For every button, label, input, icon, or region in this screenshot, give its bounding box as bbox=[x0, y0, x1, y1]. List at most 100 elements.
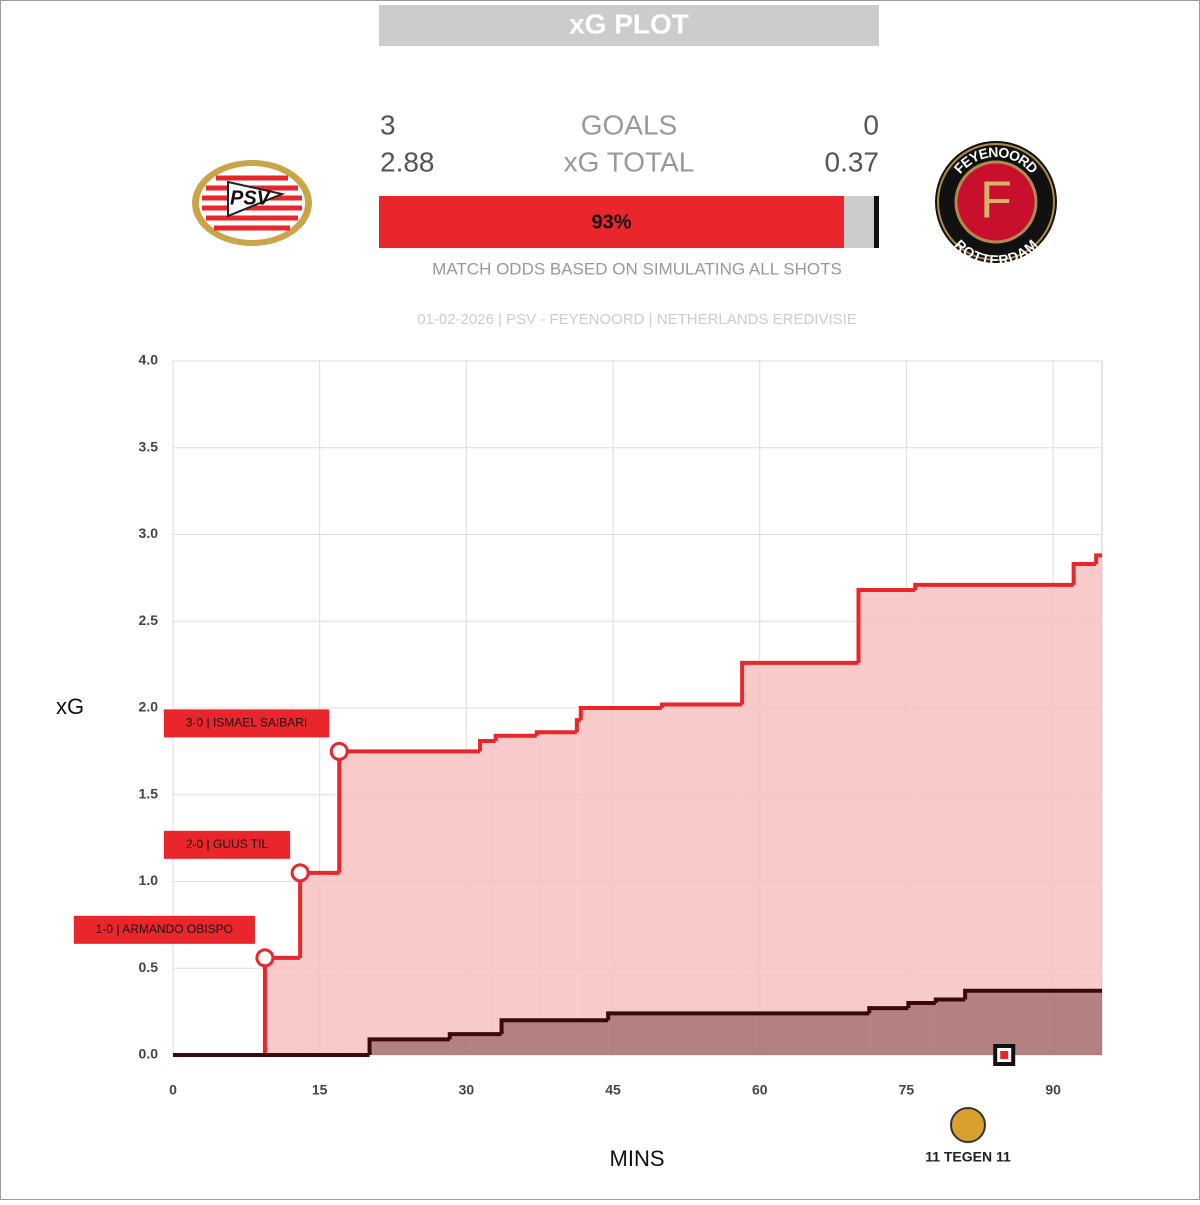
xg-area-step bbox=[608, 1013, 870, 1055]
home-win-bar bbox=[379, 196, 844, 248]
x-tick-label: 75 bbox=[899, 1082, 915, 1098]
xg-step bbox=[933, 997, 966, 1003]
xg-area-step bbox=[580, 708, 662, 1055]
xg-area-step bbox=[858, 590, 916, 1055]
x-tick-label: 0 bbox=[169, 1082, 177, 1098]
brand-circle bbox=[950, 1107, 986, 1143]
xg-area-step bbox=[915, 584, 1074, 1055]
xg-area-step bbox=[1096, 555, 1102, 1055]
xg-step bbox=[1094, 553, 1102, 564]
y-tick-label: 3.0 bbox=[139, 525, 159, 541]
goal-annotation: 3-0 | ISMAEL SAIBARI bbox=[163, 709, 349, 761]
xg-area-step bbox=[742, 662, 859, 1055]
xg-area-step bbox=[339, 751, 481, 1055]
xg-area-step bbox=[576, 720, 581, 1055]
xg-area-step bbox=[264, 957, 301, 1055]
logo-letter: F bbox=[980, 172, 1012, 230]
x-axis-label: MINS bbox=[610, 1146, 665, 1171]
annotation-box bbox=[163, 709, 330, 738]
brand-text: 11 TEGEN 11 bbox=[925, 1149, 1011, 1165]
logo-ring bbox=[937, 143, 1055, 261]
xg-area-step bbox=[661, 704, 743, 1055]
xg-area-step bbox=[369, 1039, 450, 1055]
xg-step bbox=[367, 1037, 450, 1055]
y-tick-label: 1.5 bbox=[139, 785, 159, 801]
xg-area-step bbox=[1073, 563, 1097, 1055]
x-tick-label: 90 bbox=[1045, 1082, 1061, 1098]
home-win-label: 93% bbox=[591, 211, 631, 233]
xg-area-step bbox=[536, 732, 577, 1055]
xg-area-step bbox=[449, 1034, 502, 1055]
xg-step bbox=[447, 1032, 502, 1040]
y-tick-label: 2.0 bbox=[139, 699, 159, 715]
away-win-bar bbox=[874, 196, 879, 248]
away-xg: 0.37 bbox=[825, 146, 880, 177]
odds-caption: MATCH ODDS BASED ON SIMULATING ALL SHOTS bbox=[432, 259, 842, 278]
x-tick-label: 45 bbox=[605, 1082, 621, 1098]
xg-area-step bbox=[300, 872, 340, 1055]
goal-annotation: 2-0 | GUUS TIL bbox=[163, 830, 310, 883]
brand-logo: 11 TEGEN 11 bbox=[925, 1107, 1011, 1165]
annotation-box bbox=[163, 830, 291, 859]
series-area bbox=[369, 990, 1102, 1055]
xg-step bbox=[856, 588, 916, 663]
xg-area-step bbox=[501, 1020, 609, 1055]
xg-step bbox=[499, 1018, 609, 1035]
goal-annotation: 1-0 | ARMANDO OBISPO bbox=[73, 915, 275, 968]
xg-step bbox=[493, 733, 537, 741]
y-tick-label: 0.0 bbox=[139, 1046, 159, 1062]
x-tick-label: 60 bbox=[752, 1082, 768, 1098]
away-logo: FEYENOORD ROTTERDAM F bbox=[935, 141, 1057, 268]
goal-marker bbox=[329, 741, 349, 761]
xg-step bbox=[578, 706, 662, 721]
goal-marker bbox=[255, 948, 275, 968]
annotation-text: 3-0 | ISMAEL SAIBARI bbox=[186, 716, 307, 730]
y-tick-label: 0.5 bbox=[139, 959, 159, 975]
xg-step bbox=[740, 660, 859, 705]
red-card-marker bbox=[993, 1044, 1016, 1066]
logo-inner bbox=[954, 160, 1038, 244]
y-tick-label: 2.5 bbox=[139, 612, 159, 628]
marker-inner bbox=[1000, 1051, 1009, 1059]
series-line bbox=[173, 988, 1102, 1057]
xg-area-step bbox=[908, 1002, 936, 1055]
draw-bar bbox=[844, 196, 874, 248]
goals-label: GOALS bbox=[581, 109, 677, 140]
xg-step bbox=[606, 1011, 870, 1021]
xg-step bbox=[963, 988, 1102, 1000]
goal-marker bbox=[290, 863, 310, 883]
annotation-text: 2-0 | GUUS TIL bbox=[186, 837, 269, 851]
xg-area-step bbox=[869, 1008, 909, 1055]
home-logo: PSV bbox=[192, 160, 312, 246]
xg-area-step bbox=[965, 990, 1102, 1055]
y-axis-label: xG bbox=[56, 694, 84, 719]
xg-step bbox=[906, 1000, 936, 1009]
xg-area-step bbox=[935, 999, 966, 1055]
home-goals: 3 bbox=[380, 109, 396, 140]
match-info: 01-02-2026 | PSV - FEYENOORD | NETHERLAN… bbox=[417, 311, 857, 328]
x-tick-label: 30 bbox=[459, 1082, 475, 1098]
title: xG PLOT bbox=[569, 8, 689, 39]
home-xg: 2.88 bbox=[380, 146, 435, 177]
xg-area-step bbox=[495, 735, 537, 1055]
x-tick-label: 15 bbox=[312, 1082, 328, 1098]
xg-area-step bbox=[480, 740, 496, 1055]
xg-label: xG TOTAL bbox=[564, 146, 695, 177]
xg-step bbox=[867, 1006, 909, 1014]
xg-step bbox=[1071, 561, 1097, 585]
away-goals: 0 bbox=[863, 109, 879, 140]
annotation-box bbox=[73, 915, 255, 944]
y-tick-label: 3.5 bbox=[139, 438, 159, 454]
logo-flag bbox=[227, 180, 286, 218]
y-tick-label: 4.0 bbox=[139, 352, 159, 368]
xg-step bbox=[534, 730, 577, 736]
xg-step bbox=[478, 738, 496, 752]
xg-step bbox=[913, 582, 1074, 591]
annotation-text: 1-0 | ARMANDO OBISPO bbox=[96, 922, 233, 936]
title-bar bbox=[379, 5, 879, 46]
logo-text: PSV bbox=[230, 187, 272, 209]
xg-step bbox=[659, 702, 743, 708]
y-tick-label: 1.0 bbox=[139, 872, 159, 888]
